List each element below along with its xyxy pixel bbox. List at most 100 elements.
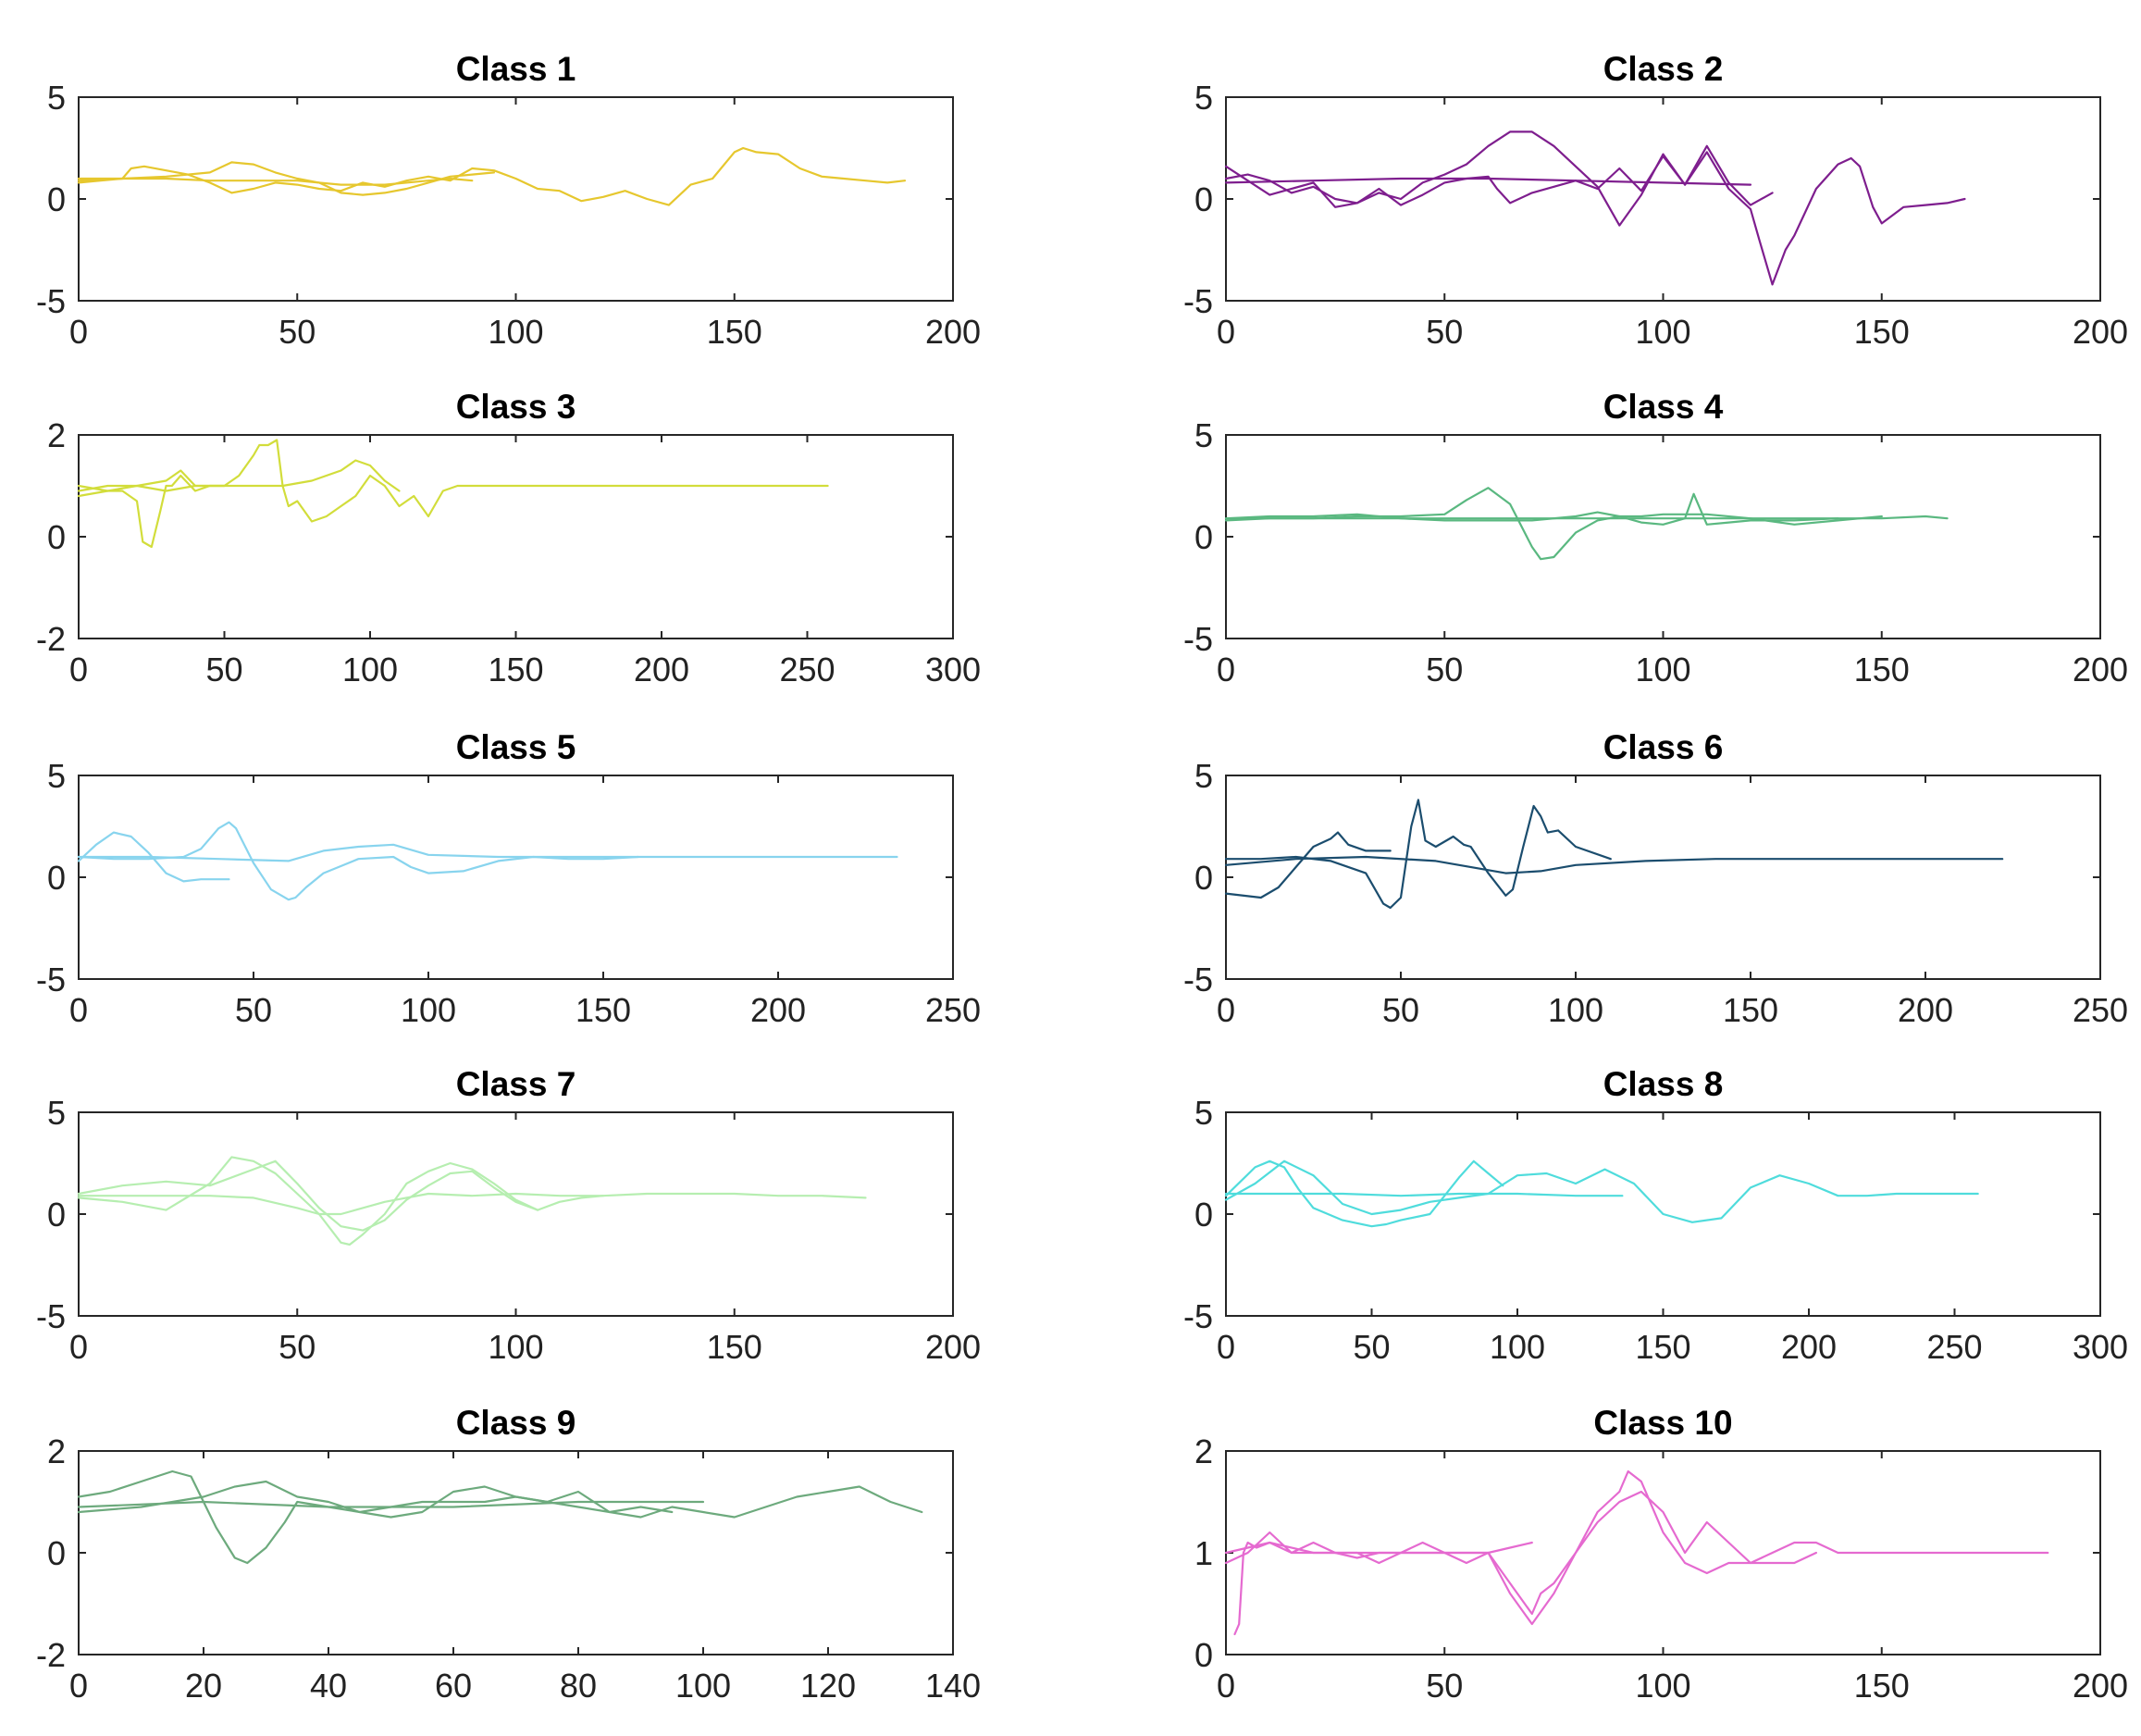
series-line-3 xyxy=(1224,1192,1624,1197)
x-tick-label: 100 xyxy=(1548,991,1603,1029)
x-tick-label: 50 xyxy=(278,313,316,351)
y-tick-label: -5 xyxy=(36,1297,66,1335)
y-tick-label: -5 xyxy=(1183,620,1213,658)
y-tick-label: 5 xyxy=(1194,416,1213,454)
x-tick-label: 100 xyxy=(1635,651,1690,688)
series-line-3 xyxy=(77,177,474,186)
series-line-2 xyxy=(77,821,639,901)
x-tick-label: 300 xyxy=(925,651,981,688)
y-tick-label: 5 xyxy=(47,79,66,117)
axes-box xyxy=(78,775,954,980)
x-tick-label: 60 xyxy=(435,1667,472,1705)
series-line-1 xyxy=(1224,831,1392,899)
x-tick-label: 150 xyxy=(488,651,543,688)
x-tick-label: 150 xyxy=(1854,651,1910,688)
axes-box xyxy=(78,1450,954,1655)
x-tick-label: 200 xyxy=(750,991,806,1029)
subplot-title: Class 1 xyxy=(456,50,576,88)
x-tick-label: 0 xyxy=(1217,991,1235,1029)
x-tick-label: 40 xyxy=(310,1667,347,1705)
y-tick-label: 5 xyxy=(1194,79,1213,117)
x-tick-label: 0 xyxy=(1217,313,1235,351)
subplot-class-4: Class 40 50 100 150 200-505 xyxy=(1183,388,2128,688)
x-tick-label: 50 xyxy=(1426,651,1463,688)
x-tick-label: 200 xyxy=(925,313,981,351)
x-tick-label: 50 xyxy=(1353,1328,1390,1366)
x-tick-label: 150 xyxy=(1723,991,1778,1029)
y-tick-label: 0 xyxy=(1194,180,1213,218)
axes-box xyxy=(78,434,954,639)
x-tick-label: 200 xyxy=(2073,1667,2128,1705)
y-tick-label: -2 xyxy=(36,1636,66,1674)
series-line-2 xyxy=(77,459,401,492)
x-tick-label: 150 xyxy=(1635,1328,1690,1366)
x-tick-label: 80 xyxy=(560,1667,597,1705)
x-tick-label: 0 xyxy=(69,313,88,351)
x-tick-label: 0 xyxy=(69,651,88,688)
x-tick-label: 100 xyxy=(1490,1328,1545,1366)
x-tick-label: 0 xyxy=(69,1667,88,1705)
series-line-2 xyxy=(77,1159,539,1232)
x-tick-label: 100 xyxy=(1635,1667,1690,1705)
axes-box xyxy=(78,1111,954,1317)
x-tick-label: 250 xyxy=(779,651,835,688)
x-tick-label: 100 xyxy=(342,651,398,688)
x-tick-label: 50 xyxy=(1426,1667,1463,1705)
y-tick-label: -2 xyxy=(36,620,66,658)
axes-box xyxy=(1225,96,2101,302)
x-tick-label: 200 xyxy=(2073,313,2128,351)
series-line-3 xyxy=(77,1500,705,1508)
x-tick-label: 0 xyxy=(1217,1667,1235,1705)
subplot-class-5: Class 50 50 100 150 200 250-505 xyxy=(36,728,981,1029)
y-tick-label: -5 xyxy=(1183,961,1213,998)
series-line-3 xyxy=(77,1192,605,1216)
y-tick-label: 0 xyxy=(47,518,66,556)
subplot-class-2: Class 20 50 100 150 200-505 xyxy=(1183,50,2128,351)
x-tick-label: 120 xyxy=(800,1667,856,1705)
axes-box xyxy=(78,96,954,302)
x-tick-label: 50 xyxy=(205,651,242,688)
x-tick-label: 50 xyxy=(1426,313,1463,351)
series-line-2 xyxy=(1224,799,1612,910)
subplot-title: Class 10 xyxy=(1593,1404,1732,1442)
subplot-title: Class 3 xyxy=(456,388,576,426)
y-tick-label: 5 xyxy=(1194,757,1213,795)
x-tick-label: 20 xyxy=(185,1667,222,1705)
x-tick-label: 50 xyxy=(235,991,272,1029)
y-tick-label: -5 xyxy=(36,282,66,320)
y-tick-label: 5 xyxy=(1194,1094,1213,1132)
series-line-1 xyxy=(1224,130,1966,286)
series-line-3 xyxy=(77,843,898,862)
y-tick-label: 0 xyxy=(47,859,66,897)
x-tick-label: 100 xyxy=(401,991,456,1029)
series-line-2 xyxy=(1224,144,1774,208)
axes-box xyxy=(1225,775,2101,980)
x-tick-label: 150 xyxy=(707,1328,762,1366)
x-tick-label: 300 xyxy=(2073,1328,2128,1366)
x-tick-label: 0 xyxy=(1217,651,1235,688)
y-tick-label: 2 xyxy=(47,416,66,454)
series-line-1 xyxy=(77,831,230,883)
series-line-3 xyxy=(1224,1490,1818,1626)
series-line-1 xyxy=(1224,1159,1979,1223)
x-tick-label: 100 xyxy=(488,313,543,351)
y-tick-label: -5 xyxy=(1183,282,1213,320)
axes-box xyxy=(1225,434,2101,639)
subplot-class-6: Class 60 50 100 150 200 250-505 xyxy=(1183,728,2128,1029)
series-line-2 xyxy=(1224,1159,1504,1228)
y-tick-label: 5 xyxy=(47,757,66,795)
x-tick-label: 200 xyxy=(634,651,689,688)
x-tick-label: 50 xyxy=(278,1328,316,1366)
x-tick-label: 140 xyxy=(925,1667,981,1705)
series-line-2 xyxy=(77,1480,923,1519)
series-line-1 xyxy=(77,1156,867,1246)
y-tick-label: 2 xyxy=(1194,1432,1213,1470)
subplot-title: Class 9 xyxy=(456,1404,576,1442)
subplot-class-7: Class 70 50 100 150 200-505 xyxy=(36,1065,981,1366)
y-tick-label: 2 xyxy=(47,1432,66,1470)
subplot-title: Class 2 xyxy=(1603,50,1724,88)
subplot-title: Class 5 xyxy=(456,728,576,766)
x-tick-label: 100 xyxy=(1635,313,1690,351)
x-tick-label: 0 xyxy=(69,1328,88,1366)
